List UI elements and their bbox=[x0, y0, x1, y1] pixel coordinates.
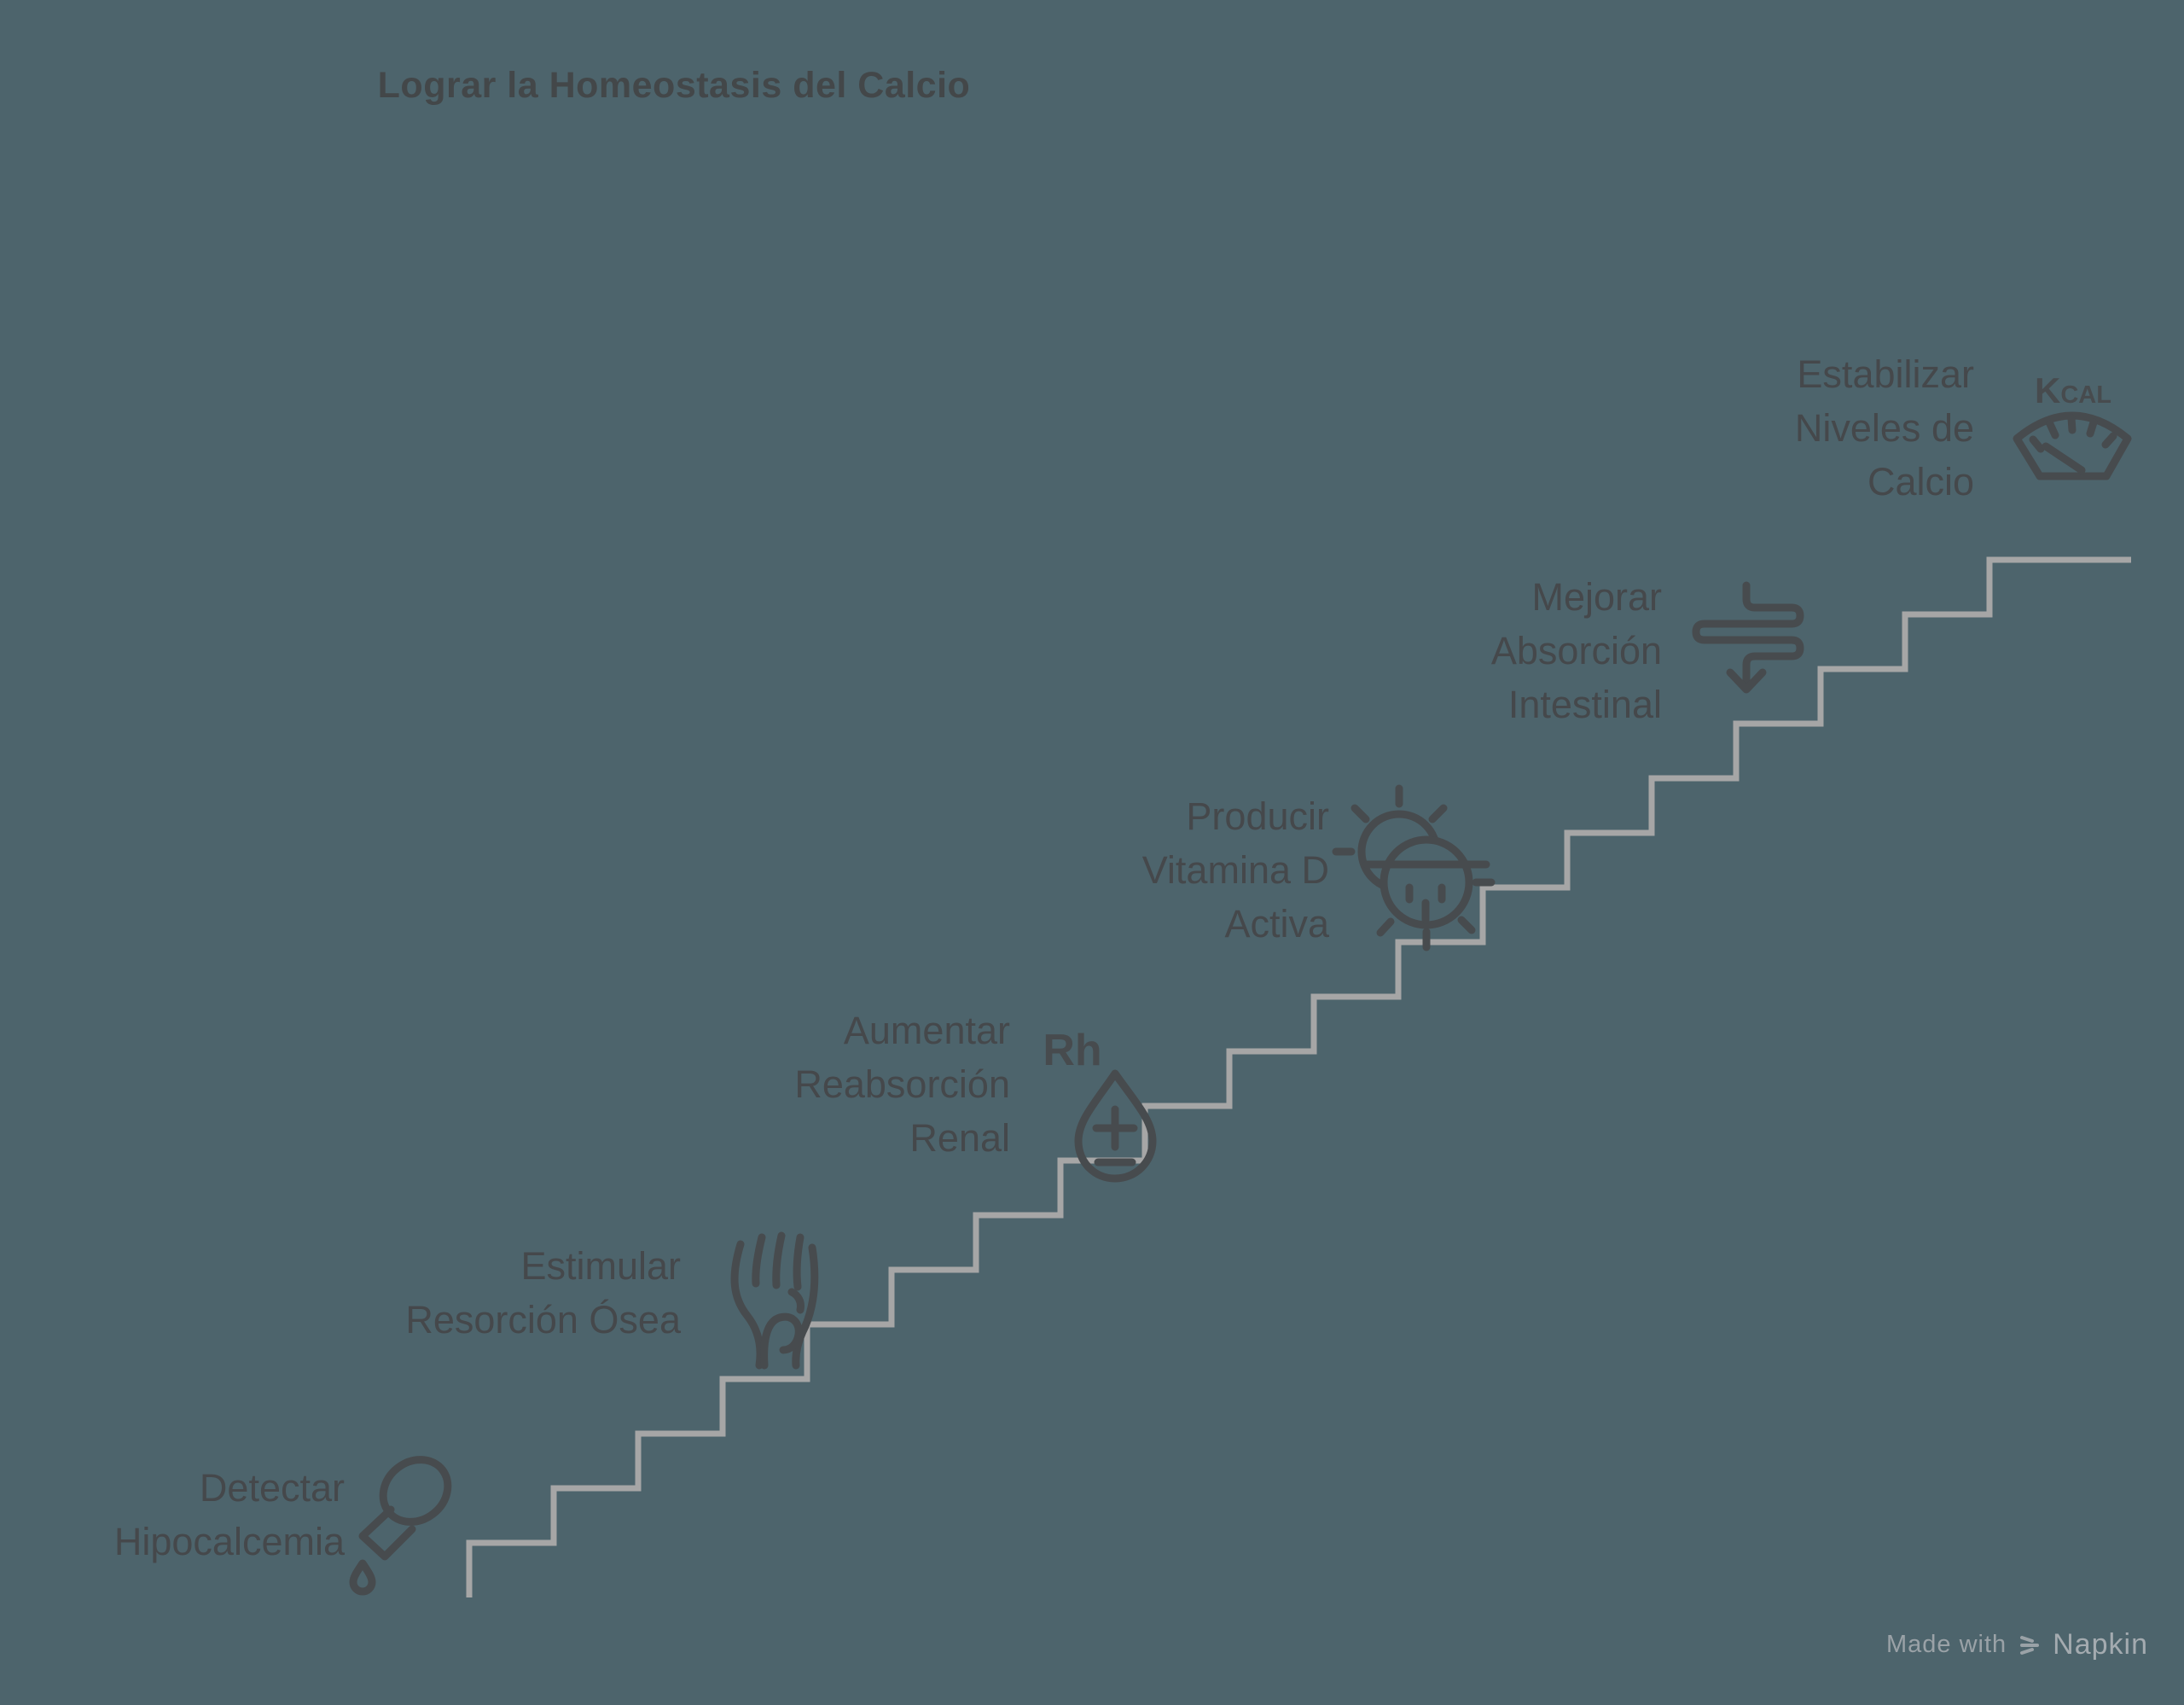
bone-joint-icon bbox=[730, 1231, 819, 1370]
step-label-line: Mejorar bbox=[1531, 575, 1662, 619]
sun-vitamin-d-icon bbox=[1332, 784, 1496, 951]
step-label-line: Aumentar bbox=[843, 1009, 1010, 1052]
step-label-line: Estimular bbox=[520, 1244, 681, 1288]
rh-blood-drop-icon: Rh bbox=[1043, 1026, 1157, 1183]
step-label-line: Intestinal bbox=[1507, 683, 1662, 726]
kcal-gauge-icon: Kcal bbox=[2013, 370, 2132, 480]
step-label-line: Vitamina D bbox=[1141, 848, 1329, 892]
step-label-line: Calcio bbox=[1867, 460, 1974, 503]
staircase-path bbox=[466, 556, 2131, 1597]
dropper-drop-icon bbox=[349, 1456, 452, 1596]
step-label-detectar-hipocalcemia: Detectar Hipocalcemia bbox=[114, 1461, 345, 1568]
watermark-made-with: Made with bbox=[1885, 1631, 2007, 1658]
step-label-line: Producir bbox=[1186, 794, 1329, 838]
step-label-line: Estabilizar bbox=[1797, 352, 1974, 396]
step-label-line: Activa bbox=[1224, 902, 1329, 946]
step-label-mejorar-absorcion-intestinal: Mejorar Absorción Intestinal bbox=[1491, 570, 1662, 731]
watermark-brand: Napkin bbox=[2053, 1628, 2148, 1661]
kcal-icon-text: Kcal bbox=[2035, 370, 2111, 410]
napkin-logo-icon bbox=[2020, 1635, 2040, 1655]
intestine-arrow-icon bbox=[1692, 581, 1804, 694]
step-label-line: Niveles de bbox=[1794, 406, 1974, 450]
step-label-producir-vitamina-d: Producir Vitamina D Activa bbox=[1142, 789, 1329, 951]
step-label-line: Reabsorción bbox=[794, 1062, 1010, 1106]
step-label-estimular-resorcion-osea: Estimular Resorción Ósea bbox=[405, 1239, 681, 1347]
step-label-line: Hipocalcemia bbox=[113, 1520, 345, 1563]
step-label-line: Resorción Ósea bbox=[405, 1298, 681, 1341]
step-label-line: Detectar bbox=[199, 1466, 345, 1510]
step-label-line: Renal bbox=[909, 1116, 1010, 1160]
page-title: Lograr la Homeostasis del Calcio bbox=[377, 65, 971, 106]
step-label-estabilizar-niveles-calcio: Estabilizar Niveles de Calcio bbox=[1795, 347, 1974, 509]
rh-icon-text: Rh bbox=[1043, 1026, 1101, 1075]
watermark: Made with Napkin bbox=[1886, 1628, 2148, 1661]
step-label-aumentar-reabsorcion-renal: Aumentar Reabsorción Renal bbox=[794, 1004, 1010, 1165]
step-label-line: Absorción bbox=[1490, 629, 1662, 672]
